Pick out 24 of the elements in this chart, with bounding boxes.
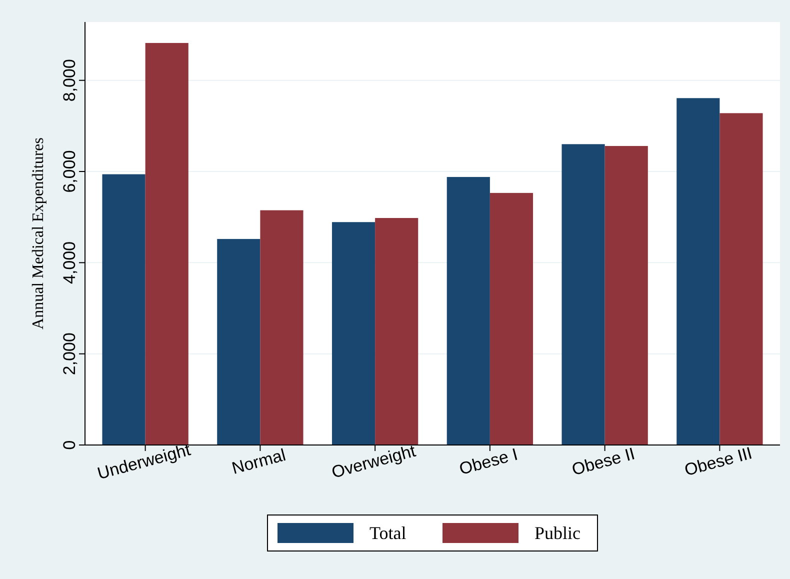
x-tick-label: Obese II: [570, 444, 637, 480]
legend-label: Public: [534, 523, 581, 543]
bar: [217, 238, 260, 445]
y-tick-label: 4,000: [60, 241, 79, 284]
bar: [604, 146, 648, 445]
bar: [446, 176, 490, 445]
bar: [562, 144, 605, 445]
bar: [490, 192, 534, 445]
x-tick-label: Normal: [230, 445, 288, 478]
legend-label: Total: [370, 523, 406, 543]
x-tick-label: Obese III: [682, 444, 754, 480]
bar: [720, 113, 763, 445]
y-tick-label: 2,000: [60, 332, 79, 376]
bar: [375, 218, 418, 445]
bar: [676, 98, 720, 445]
bar: [260, 210, 304, 445]
bar: [145, 42, 188, 445]
y-axis-title: Annual Medical Expenditures: [30, 138, 47, 330]
bar: [102, 174, 146, 445]
x-tick-label: Obese I: [457, 444, 520, 479]
bar: [332, 222, 376, 445]
y-tick-label: 6,000: [60, 150, 79, 193]
y-tick-label: 0: [60, 440, 79, 450]
y-tick-label: 8,000: [60, 59, 79, 102]
